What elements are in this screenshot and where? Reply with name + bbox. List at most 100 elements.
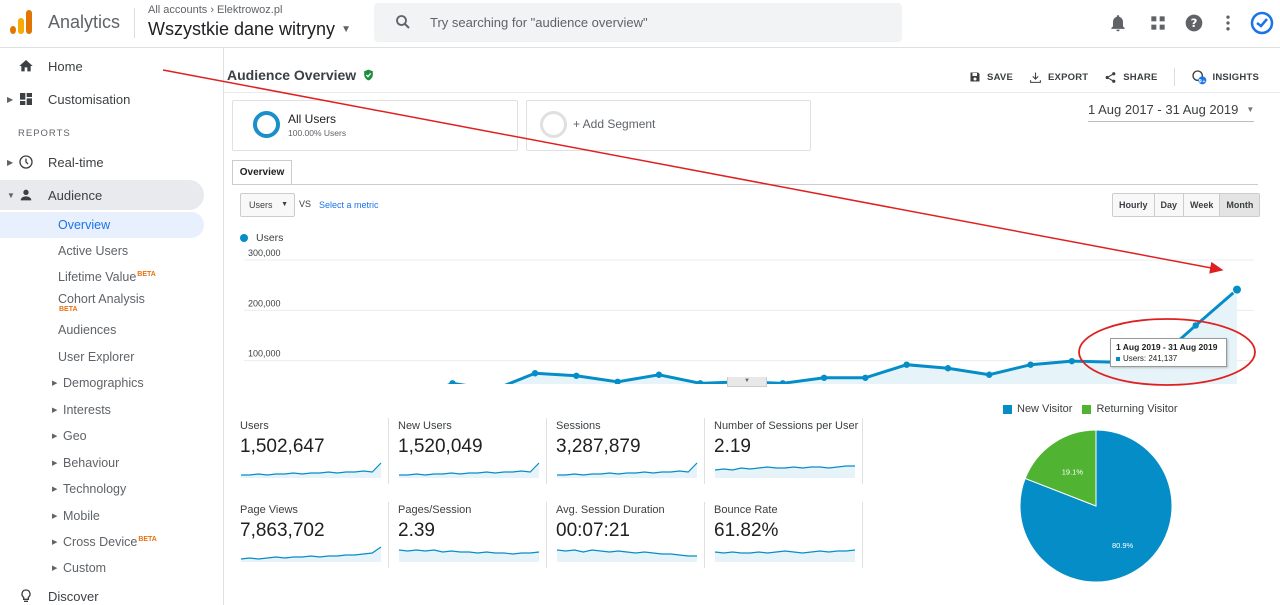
granularity-day[interactable]: Day bbox=[1154, 194, 1185, 216]
report-actions: SAVE EXPORT SHARE 9+ INSIGHTS bbox=[969, 68, 1259, 86]
sidebar-sub-mobile[interactable]: ▶ Mobile bbox=[0, 503, 204, 529]
metric-card[interactable]: Users 1,502,647 bbox=[240, 420, 398, 484]
sidebar-sub-active-users[interactable]: Active Users bbox=[0, 238, 204, 264]
sparkline-line bbox=[241, 462, 382, 476]
add-segment-button[interactable]: + Add Segment bbox=[526, 100, 811, 151]
collapse-chart-handle[interactable]: ▼ bbox=[727, 377, 767, 387]
sidebar-sub-label: Custom bbox=[63, 561, 107, 575]
metric-card[interactable]: New Users 1,520,049 bbox=[398, 420, 556, 484]
select-metric-link[interactable]: Select a metric bbox=[319, 200, 379, 210]
sidebar-sub-overview[interactable]: Overview bbox=[0, 212, 204, 238]
sidebar-item-label: Audience bbox=[48, 187, 103, 203]
sidebar-item-home[interactable]: Home bbox=[0, 51, 204, 81]
export-button[interactable]: EXPORT bbox=[1029, 71, 1088, 84]
insights-button[interactable]: 9+ INSIGHTS bbox=[1191, 69, 1259, 85]
legend-item-new-visitor[interactable]: New Visitor bbox=[1003, 403, 1072, 415]
sidebar-sub-interests[interactable]: ▶ Interests bbox=[0, 397, 204, 423]
sidebar-sub-cohort-analysis[interactable]: Cohort Analysis BETA bbox=[0, 288, 204, 318]
save-button[interactable]: SAVE bbox=[969, 71, 1013, 83]
data-point[interactable] bbox=[697, 380, 704, 384]
sidebar-sub-lifetime-value[interactable]: Lifetime ValueBETA bbox=[0, 264, 204, 290]
sidebar-item-customisation[interactable]: ▶ Customisation bbox=[0, 84, 204, 114]
data-point[interactable] bbox=[1027, 361, 1034, 368]
granularity-week[interactable]: Week bbox=[1184, 194, 1221, 216]
data-point[interactable] bbox=[1232, 284, 1242, 295]
granularity-hourly[interactable]: Hourly bbox=[1113, 194, 1155, 216]
share-button[interactable]: SHARE bbox=[1104, 71, 1157, 84]
apps-grid-icon[interactable] bbox=[1148, 13, 1168, 33]
reports-section-label: REPORTS bbox=[18, 128, 71, 139]
breadcrumb-root[interactable]: All accounts bbox=[148, 4, 208, 16]
data-point[interactable] bbox=[1068, 357, 1076, 365]
metric-select[interactable]: Users ▼ bbox=[240, 193, 295, 217]
data-point[interactable] bbox=[862, 374, 869, 381]
sidebar-sub-behaviour[interactable]: ▶ Behaviour bbox=[0, 450, 204, 476]
sidebar-item-discover[interactable]: Discover bbox=[0, 581, 204, 605]
expand-arrow-icon: ▶ bbox=[52, 433, 58, 440]
pie-slice-label: 19.1% bbox=[1062, 468, 1084, 477]
sidebar-sub-audiences[interactable]: Audiences bbox=[0, 317, 204, 343]
data-point[interactable] bbox=[449, 380, 456, 384]
metric-card[interactable]: Pages/Session 2.39 bbox=[398, 504, 556, 568]
date-range-picker[interactable]: 1 Aug 2017 - 31 Aug 2019 ▼ bbox=[1088, 102, 1255, 122]
sidebar-sub-label: Interests bbox=[63, 403, 111, 417]
search-bar[interactable]: Try searching for "audience overview" bbox=[374, 3, 902, 42]
divider bbox=[862, 418, 863, 484]
sidebar-sub-geo[interactable]: ▶ Geo bbox=[0, 423, 204, 449]
sidebar-sub-custom[interactable]: ▶ Custom bbox=[0, 555, 204, 581]
breadcrumb-account[interactable]: Elektrowoz.pl bbox=[216, 4, 283, 16]
segment-all-users[interactable]: All Users 100.00% Users bbox=[232, 100, 518, 151]
sidebar-sub-demographics[interactable]: ▶ Demographics bbox=[0, 370, 204, 396]
pie-slice[interactable] bbox=[1019, 429, 1173, 583]
metric-value: 2.19 bbox=[714, 436, 751, 457]
divider bbox=[704, 418, 705, 484]
segment-name: All Users bbox=[288, 112, 337, 126]
bell-icon[interactable] bbox=[1108, 13, 1128, 33]
more-vert-icon[interactable] bbox=[1218, 13, 1238, 33]
account-avatar-icon[interactable] bbox=[1250, 11, 1274, 35]
granularity-month[interactable]: Month bbox=[1220, 194, 1260, 216]
sparkline-area bbox=[557, 463, 697, 478]
data-point[interactable] bbox=[779, 380, 786, 384]
metric-card[interactable]: Avg. Session Duration 00:07:21 bbox=[556, 504, 714, 568]
breadcrumb[interactable]: All accounts › Elektrowoz.pl bbox=[148, 4, 283, 16]
metric-sparkline bbox=[240, 546, 382, 562]
app-title: Analytics bbox=[48, 12, 121, 32]
data-point[interactable] bbox=[944, 365, 952, 372]
expand-arrow-icon: ▶ bbox=[7, 94, 14, 104]
data-point[interactable] bbox=[655, 371, 663, 378]
data-point[interactable] bbox=[1192, 322, 1199, 329]
divider bbox=[232, 184, 1258, 185]
metric-card[interactable]: Number of Sessions per User 2.19 bbox=[714, 420, 872, 484]
expand-arrow-icon: ▶ bbox=[52, 380, 58, 387]
pie-slice[interactable] bbox=[1024, 429, 1097, 507]
sidebar-item-realtime[interactable]: ▶ Real-time bbox=[0, 147, 204, 177]
data-point[interactable] bbox=[614, 378, 621, 384]
sidebar-item-audience[interactable]: ▼ Audience bbox=[0, 180, 204, 210]
data-point[interactable] bbox=[903, 361, 910, 368]
data-point[interactable] bbox=[531, 370, 539, 377]
data-point[interactable] bbox=[573, 372, 580, 379]
sparkline-line bbox=[714, 465, 855, 471]
divider bbox=[704, 502, 705, 568]
divider bbox=[862, 502, 863, 568]
share-label: SHARE bbox=[1123, 71, 1158, 83]
sidebar-sub-technology[interactable]: ▶ Technology bbox=[0, 476, 204, 502]
metric-card[interactable]: Bounce Rate 61.82% bbox=[714, 504, 872, 568]
sidebar-sub-cross-device[interactable]: ▶ Cross DeviceBETA bbox=[0, 529, 204, 555]
tab-overview[interactable]: Overview bbox=[232, 160, 292, 185]
analytics-logo-icon[interactable] bbox=[10, 10, 32, 34]
sparkline-area bbox=[557, 550, 697, 562]
metric-card[interactable]: Sessions 3,287,879 bbox=[556, 420, 714, 484]
help-icon[interactable]: ? bbox=[1184, 13, 1204, 33]
beta-badge: BETA bbox=[59, 306, 78, 313]
property-selector[interactable]: Wszystkie dane witryny ▼ bbox=[148, 19, 351, 40]
metric-card[interactable]: Page Views 7,863,702 bbox=[240, 504, 398, 568]
clock-icon bbox=[19, 155, 33, 169]
sidebar-sub-user-explorer[interactable]: User Explorer bbox=[0, 344, 204, 370]
data-point[interactable] bbox=[986, 371, 993, 378]
legend-item-returning-visitor[interactable]: Returning Visitor bbox=[1082, 403, 1178, 415]
data-point[interactable] bbox=[820, 374, 828, 381]
sidebar-sub-label: Mobile bbox=[63, 509, 100, 523]
sidebar-sub-label: Overview bbox=[58, 218, 111, 232]
